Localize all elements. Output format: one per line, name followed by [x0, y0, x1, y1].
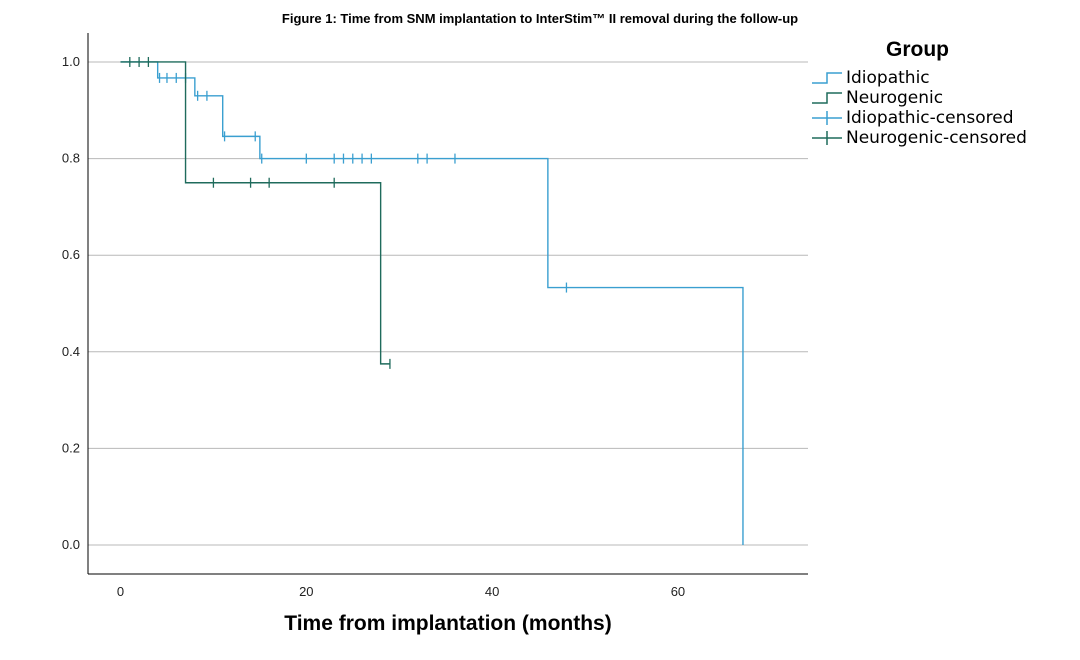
survival-curves: [120, 56, 744, 546]
legend-item: Idiopathic-censored: [810, 108, 1027, 128]
legend-censor-swatch: [812, 111, 842, 125]
y-tick-label: 0.4: [62, 344, 80, 359]
chart-title: Figure 1: Time from SNM implantation to …: [281, 11, 799, 26]
legend-step-mark: [812, 92, 842, 104]
tick-labels: 0.0 0.2 0.4 0.6 0.8 1.0 0 20 40 60: [62, 54, 685, 599]
y-tick-label: 0.0: [62, 537, 80, 552]
legend-title: Group: [886, 38, 949, 61]
y-tick-label: 0.2: [62, 440, 80, 455]
x-tick-label: 20: [299, 584, 313, 599]
x-tick-label: 60: [671, 584, 685, 599]
y-tick-label: 0.6: [62, 247, 80, 262]
x-axis-label: Time from implantation (months): [284, 612, 612, 635]
legend-cross-mark: [812, 111, 842, 125]
y-tick-label: 1.0: [62, 54, 80, 69]
legend-label: Idiopathic: [846, 68, 930, 88]
legend-label: Neurogenic: [846, 88, 944, 108]
legend: Group Idiopathic Neurogenic Idiopathic-cen…: [810, 38, 1027, 148]
neurogenic-survival-line: [120, 61, 390, 365]
legend-line-swatch: [812, 72, 842, 84]
axes: [87, 33, 808, 575]
legend-line-swatch: [812, 92, 842, 104]
x-tick-label: 0: [117, 584, 124, 599]
idiopathic-survival-line: [120, 61, 744, 546]
legend-label: Neurogenic-censored: [846, 128, 1027, 148]
legend-item: Idiopathic: [810, 68, 1027, 88]
legend-censor-swatch: [812, 131, 842, 145]
gridlines: [88, 61, 808, 546]
y-tick-label: 0.8: [62, 151, 80, 166]
legend-label: Idiopathic-censored: [846, 108, 1014, 128]
legend-item: Neurogenic-censored: [810, 128, 1027, 148]
legend-cross-mark: [812, 131, 842, 145]
x-tick-label: 40: [485, 584, 499, 599]
legend-item: Neurogenic: [810, 88, 1027, 108]
legend-step-mark: [812, 72, 842, 84]
